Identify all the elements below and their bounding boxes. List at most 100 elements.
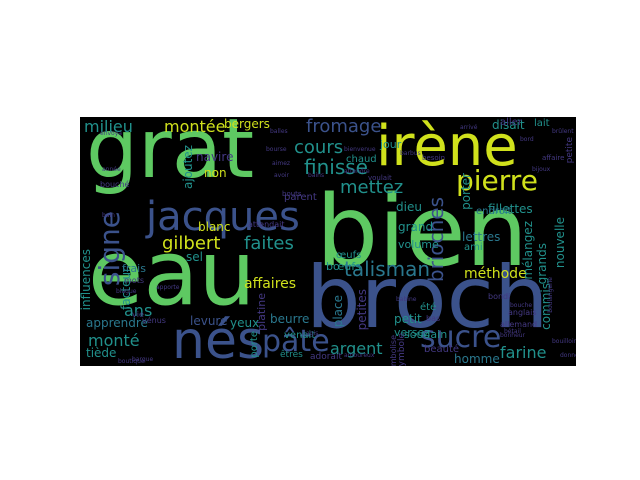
word-22: farine	[500, 343, 547, 362]
word-82: bas	[426, 314, 441, 323]
word-66: platine	[255, 293, 268, 331]
word-65: place	[331, 295, 345, 328]
word-15: mettez	[340, 177, 404, 198]
word-99: boulangerie	[547, 277, 554, 313]
word-2: broch	[306, 248, 549, 348]
word-67: venait	[284, 330, 316, 341]
word-56: jour	[380, 138, 402, 151]
word-27: bergers	[224, 117, 270, 131]
word-46: influences	[80, 249, 93, 311]
word-85: symbolise	[389, 335, 398, 366]
word-105: arrivé	[460, 124, 478, 131]
word-89: besoin	[422, 154, 446, 162]
word-81: allemand	[500, 320, 538, 329]
word-104: bouche	[510, 302, 533, 309]
word-103: boutique	[118, 358, 145, 365]
word-6: nés	[172, 311, 265, 366]
word-59: versez	[394, 326, 431, 339]
word-49: fillettes	[488, 202, 533, 216]
word-21: argent	[330, 339, 383, 358]
word-57: sel	[186, 250, 203, 264]
word-73: adorait	[310, 352, 342, 362]
word-41: bœufs	[326, 260, 361, 273]
word-102: bain	[102, 212, 115, 219]
word-37: beauté	[424, 344, 460, 355]
word-52: non	[204, 166, 227, 180]
word-87: affaire	[542, 154, 565, 162]
word-113: babine	[396, 296, 417, 303]
word-106: avoir	[274, 172, 290, 179]
word-8: sucre	[420, 320, 502, 355]
word-18: faites	[244, 233, 294, 254]
word-76: bouché	[100, 180, 130, 189]
word-107: bouilloire	[552, 338, 576, 345]
word-28: lettres	[462, 230, 501, 244]
word-11: talisman	[344, 257, 431, 281]
word-88: bouts	[282, 190, 302, 198]
word-54: chaud	[346, 154, 377, 165]
word-111: attendre	[344, 168, 370, 175]
word-19: montée	[164, 117, 226, 136]
word-93: amoureux	[344, 352, 375, 359]
word-50: mélangez	[521, 221, 535, 280]
word-33: yeux	[230, 316, 260, 330]
word-23: monté	[88, 331, 140, 350]
word-44: porter	[459, 173, 473, 210]
word-cloud: bien eau broch grat irène jacques nés pâ…	[80, 117, 576, 366]
word-92: envoya	[100, 130, 122, 137]
word-95: agis	[306, 330, 319, 337]
word-0: bien	[316, 175, 528, 289]
word-108: bains	[308, 172, 325, 179]
word-34: beurre	[270, 312, 310, 326]
word-109: barque	[132, 356, 154, 363]
word-20: milieu	[84, 117, 133, 136]
word-98: barbus	[400, 150, 421, 157]
word-110: bijoux	[532, 166, 551, 173]
word-63: aller	[500, 117, 522, 128]
word-72: êtres	[280, 350, 303, 360]
word-24: ans	[124, 301, 153, 320]
word-80: anglais	[508, 308, 537, 317]
word-43: disait	[492, 118, 525, 132]
word-55: dieu	[396, 200, 422, 214]
word-17: gilbert	[162, 233, 221, 254]
word-40: grand	[398, 220, 434, 234]
word-10: pierre	[456, 164, 538, 197]
word-68: porte	[249, 331, 260, 358]
word-38: petites	[355, 289, 369, 331]
word-116: bienvenue	[344, 146, 376, 153]
word-3: grat	[86, 117, 255, 197]
word-26: méthode	[464, 266, 527, 282]
word-4: irène	[376, 117, 518, 179]
word-62: lait	[534, 118, 550, 129]
word-75: vénus	[142, 316, 166, 325]
word-39: petit	[394, 312, 422, 326]
word-100: bonheur	[500, 332, 526, 339]
word-83: vie	[132, 310, 144, 319]
word-117: brûlent	[552, 128, 574, 135]
word-7: pâte	[262, 324, 330, 359]
word-71: été	[420, 302, 437, 313]
word-16: cours	[294, 137, 344, 158]
word-90: balles	[270, 128, 288, 135]
word-1: eau	[88, 221, 256, 326]
word-61: soudain	[404, 328, 448, 341]
word-70: ami	[464, 242, 483, 253]
word-74: symbole	[397, 333, 407, 366]
word-112: année	[102, 166, 121, 173]
word-114: blague	[116, 288, 137, 295]
word-97: aimez	[272, 160, 291, 167]
word-69: parent	[284, 192, 317, 203]
word-101: bord	[520, 136, 534, 143]
word-36: homme	[454, 352, 500, 366]
word-53: blanc	[198, 220, 231, 234]
word-86: voulait	[368, 174, 392, 182]
word-48: ajoutez	[181, 145, 195, 190]
word-35: levure	[190, 314, 228, 328]
word-5: jacques	[146, 194, 300, 240]
word-31: apprendre	[86, 316, 148, 330]
word-84: attendait	[248, 220, 285, 229]
word-51: navire	[196, 150, 234, 164]
word-13: finisse	[304, 155, 368, 179]
